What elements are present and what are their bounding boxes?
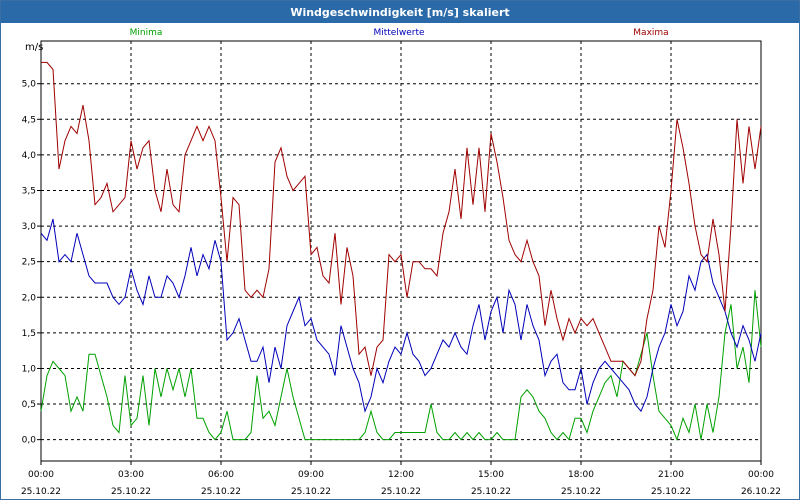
- x-tick-time-label: 06:00: [208, 470, 234, 480]
- series-line-maxima: [41, 61, 762, 377]
- y-tick-label: 1,0: [22, 364, 37, 374]
- chart-title: Windgeschwindigkeit [m/s] skaliert: [1, 1, 799, 23]
- x-axis: 00:00 25.10.22 03:00 25.10.22 06:00 25.10.22 0…: [21, 461, 781, 497]
- legend-label-mittelwerte: Mittelwerte: [373, 28, 424, 38]
- x-tick-time-label: 12:00: [388, 470, 414, 480]
- y-axis-unit-label: m/s: [25, 42, 43, 53]
- x-tick-time-label: 09:00: [298, 470, 324, 480]
- x-tick-time-label: 00:00: [28, 470, 54, 480]
- y-axis: 0,0 0,5 1,0 1,5 2,0 2,5 3,0 3,5 4,0 4,5 5,0: [22, 80, 41, 446]
- x-tick-date-label: 25.10.22: [111, 487, 151, 497]
- y-tick-label: 3,5: [22, 186, 36, 196]
- x-tick-date-label: 25.10.22: [291, 487, 331, 497]
- y-tick-label: 2,0: [22, 293, 37, 303]
- series-line-minima: [40, 290, 762, 442]
- x-tick-date-label: 25.10.22: [21, 487, 61, 497]
- legend: Minima Mittelwerte Maxima: [130, 28, 669, 38]
- series-line-mittelwerte: [40, 218, 762, 413]
- x-tick-date-label: 25.10.22: [381, 487, 421, 497]
- x-tick-date-label: 25.10.22: [201, 487, 241, 497]
- y-tick-label: 3,0: [22, 222, 37, 232]
- x-tick-time-label: 15:00: [478, 470, 504, 480]
- x-tick-date-label: 26.10.22: [741, 487, 781, 497]
- y-tick-label: 0,5: [22, 400, 36, 410]
- x-tick-date-label: 25.10.22: [471, 487, 511, 497]
- x-tick-time-label: 03:00: [118, 470, 144, 480]
- y-tick-label: 4,0: [22, 151, 37, 161]
- x-tick-time-label: 00:00: [748, 470, 774, 480]
- y-tick-label: 0,0: [22, 436, 37, 446]
- x-tick-date-label: 25.10.22: [561, 487, 601, 497]
- y-tick-label: 2,5: [22, 258, 36, 268]
- y-tick-label: 1,5: [22, 329, 36, 339]
- legend-label-minima: Minima: [130, 28, 163, 38]
- legend-label-maxima: Maxima: [633, 28, 668, 38]
- x-tick-time-label: 18:00: [568, 470, 594, 480]
- y-tick-label: 5,0: [22, 80, 37, 90]
- x-tick-date-label: 25.10.22: [651, 487, 691, 497]
- series-lines: [40, 61, 762, 442]
- y-tick-label: 4,5: [22, 115, 36, 125]
- x-tick-time-label: 21:00: [658, 470, 684, 480]
- grid-lines: [41, 41, 761, 461]
